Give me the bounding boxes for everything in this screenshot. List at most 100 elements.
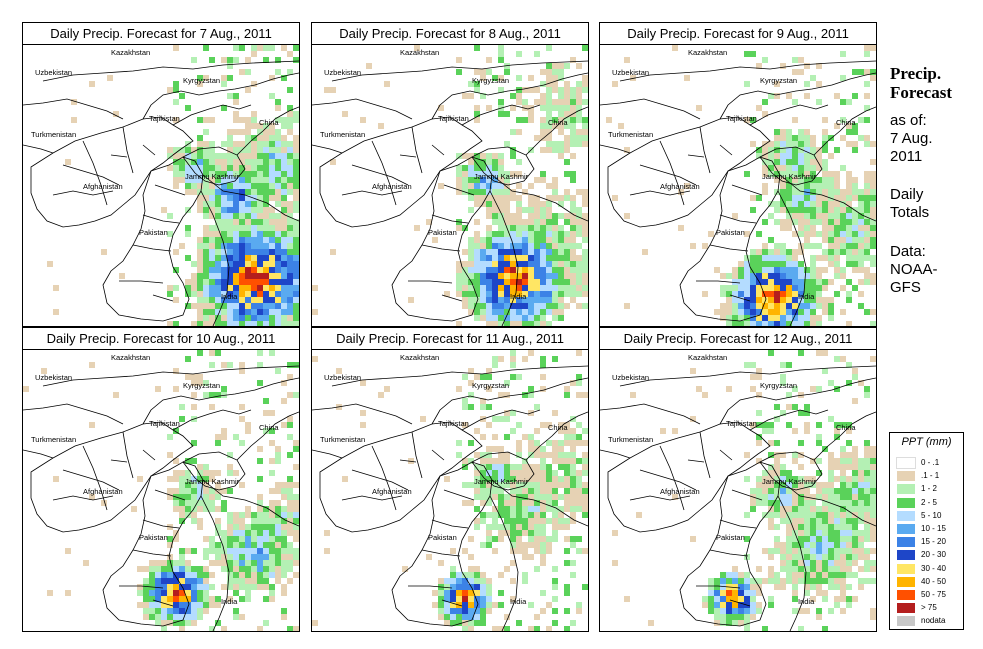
precip-cell (786, 183, 792, 189)
precip-cell (191, 165, 197, 171)
boundary-line (312, 98, 413, 154)
precip-cell (510, 213, 516, 219)
precip-cell (221, 285, 227, 291)
precip-cell (552, 596, 558, 602)
precip-cell (257, 584, 263, 590)
precip-cell (528, 500, 534, 506)
precip-cell (738, 608, 744, 614)
precip-cell (257, 231, 263, 237)
precip-cell (798, 440, 804, 446)
precip-cell (227, 93, 233, 99)
precip-cell (275, 321, 281, 326)
precip-cell (750, 602, 756, 608)
precip-cell (263, 572, 269, 578)
precip-cell (474, 153, 480, 159)
precip-cell (420, 416, 426, 422)
precip-cell (516, 291, 522, 297)
precip-cell (191, 440, 197, 446)
precip-cell (516, 512, 522, 518)
precip-cell (774, 404, 780, 410)
precip-cell (269, 159, 275, 165)
precip-cell (756, 303, 762, 309)
precip-cell (786, 267, 792, 273)
precip-cell (251, 554, 257, 560)
precip-cell (203, 578, 209, 584)
precip-cell (233, 530, 239, 536)
precip-cell (263, 536, 269, 542)
precip-cell (756, 374, 762, 380)
precip-cell (233, 303, 239, 309)
precip-cell (281, 45, 287, 51)
map-label-kyrgyzstan: Kyrgyzstan (760, 381, 797, 390)
precip-cell (864, 440, 870, 446)
precip-cell (474, 183, 480, 189)
precip-cell (510, 285, 516, 291)
precip-cell (846, 177, 852, 183)
precip-cell (870, 494, 876, 500)
precip-cell (582, 267, 588, 273)
precip-cell (846, 362, 852, 368)
precip-cell (227, 524, 233, 530)
precip-cell (774, 177, 780, 183)
precip-cell (504, 255, 510, 261)
precip-cell (209, 237, 215, 243)
precip-cell (546, 207, 552, 213)
map-label-afghanistan: Afghanistan (372, 182, 412, 191)
precip-cell (528, 536, 534, 542)
precip-cell (167, 542, 173, 548)
precip-cell (498, 261, 504, 267)
precip-cell (215, 273, 221, 279)
precip-cell (312, 620, 318, 626)
precip-cell (269, 518, 275, 524)
precip-map: KazakhstanUzbekistanKyrgyzstanTajikistan… (23, 350, 299, 631)
precip-cell (293, 506, 299, 512)
precip-cell (576, 129, 582, 135)
precip-cell (251, 261, 257, 267)
precip-cell (726, 315, 732, 321)
precip-cell (786, 422, 792, 428)
precip-cell (233, 291, 239, 297)
precip-cell (522, 243, 528, 249)
precip-cell (570, 279, 576, 285)
precip-cell (287, 243, 293, 249)
legend-title: PPT (mm) (901, 436, 952, 448)
precip-cell (840, 267, 846, 273)
precip-cell (233, 201, 239, 207)
precip-cell (203, 470, 209, 476)
precip-cell (582, 75, 588, 81)
precip-cell (245, 243, 251, 249)
precip-cell (840, 554, 846, 560)
precip-cell (840, 201, 846, 207)
precip-cell (209, 177, 215, 183)
precip-cell (762, 171, 768, 177)
precip-cell (792, 141, 798, 147)
precip-cell (774, 303, 780, 309)
precip-cell (804, 590, 810, 596)
precip-cell (792, 386, 798, 392)
precip-cell (197, 350, 203, 356)
precip-cell (576, 105, 582, 111)
precip-cell (852, 446, 858, 452)
precip-cell (582, 255, 588, 261)
precip-cell (287, 303, 293, 309)
precip-cell (269, 458, 275, 464)
precip-cell (756, 309, 762, 315)
precip-cell (810, 536, 816, 542)
precip-cell (798, 542, 804, 548)
precip-cell (480, 195, 486, 201)
precip-cell (570, 297, 576, 303)
precip-cell (852, 596, 858, 602)
precip-cell (534, 626, 540, 631)
precip-cell (486, 261, 492, 267)
precip-cell (852, 458, 858, 464)
precip-cell (864, 213, 870, 219)
precip-cell (215, 261, 221, 267)
data-source-line: GFS (890, 279, 921, 296)
precip-cell (492, 362, 498, 368)
precip-cell (540, 213, 546, 219)
precip-cell (257, 273, 263, 279)
precip-cell (558, 243, 564, 249)
precip-cell (714, 578, 720, 584)
precip-cell (468, 159, 474, 165)
precip-cell (582, 488, 588, 494)
